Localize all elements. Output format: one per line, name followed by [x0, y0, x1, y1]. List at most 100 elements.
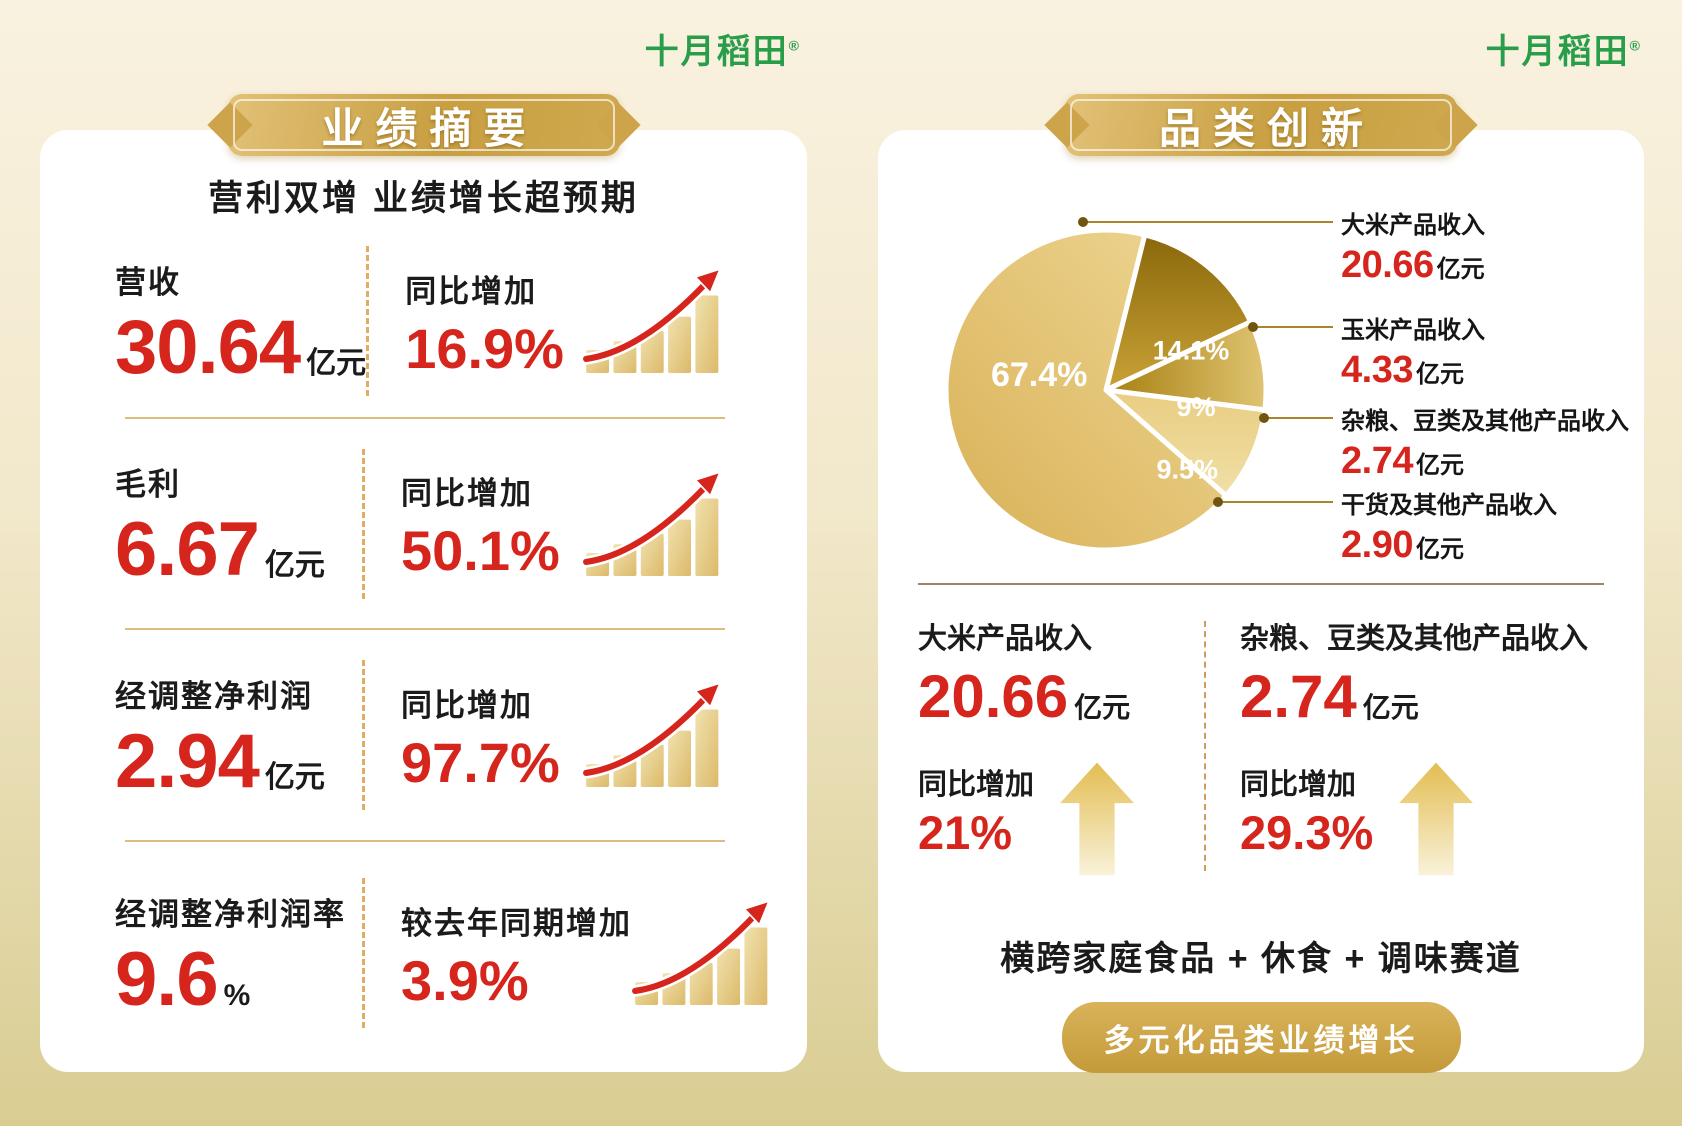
brand-logo: 十月稻田® — [644, 33, 801, 71]
highlight-grains-revenue: 杂粮、豆类及其他产品收入 2.74 亿元 同比增加 29.3% — [1240, 615, 1588, 877]
callout-value: 2.90 — [1341, 524, 1413, 566]
pie-callout-grains-beans: 杂粮、豆类及其他产品收入 2.74 亿元 — [1341, 401, 1651, 483]
highlight-value: 20.66 — [918, 663, 1069, 730]
metric-change-value: 3.9% — [401, 948, 529, 1012]
highlights-row: 大米产品收入 20.66 亿元 同比增加 21% 杂粮、豆类及其他产品 — [918, 615, 1604, 877]
metric-right: 同比增加 97.7% — [362, 660, 725, 810]
metric-change-value: 16.9% — [405, 316, 564, 380]
metric-change-value: 97.7% — [401, 730, 560, 794]
callout-unit: 亿元 — [1436, 256, 1485, 283]
pie-slice-label: 67.4% — [991, 356, 1087, 394]
growth-chart-icon — [583, 471, 722, 576]
metric-change-label: 同比增加 — [401, 476, 533, 511]
leader-line — [1248, 322, 1333, 332]
brand-logo: 十月稻田® — [1485, 33, 1642, 71]
metric-unit: % — [223, 978, 251, 1012]
metric-value: 6.67 — [115, 507, 260, 592]
section-divider — [918, 583, 1604, 585]
metric-change-block: 同比增加 97.7% — [401, 680, 560, 791]
callout-unit: 亿元 — [1415, 452, 1464, 479]
leader-line — [1259, 413, 1333, 423]
metric-unit: 亿元 — [264, 760, 325, 794]
category-card: 品类创新 67.4% 14.1% 9% 9.5% 大米产品收入 20.66 亿元 玉米产… — [878, 94, 1644, 1073]
leader-dot — [1213, 497, 1223, 507]
banner-ornament-left — [206, 102, 253, 148]
leader-line — [1078, 217, 1333, 227]
callout-unit: 亿元 — [1415, 536, 1464, 563]
leader-dot — [1259, 413, 1269, 423]
metric-value-line: 9.6% — [115, 941, 362, 1018]
highlight-value: 2.74 — [1240, 663, 1357, 730]
metric-unit: 亿元 — [264, 549, 325, 582]
banner-title: 业绩摘要 — [321, 104, 538, 152]
metric-left: 经调整净利润 2.94 亿元 — [115, 671, 362, 800]
metric-change-block: 同比增加 50.1% — [401, 468, 560, 579]
performance-subtitle: 营利双增 业绩增长超预期 — [208, 179, 639, 218]
metric-right: 较去年同期增加 3.9% — [362, 878, 774, 1028]
category-footer-text: 横跨家庭食品 + 休食 + 调味赛道 — [1000, 940, 1522, 978]
highlight-rice-revenue: 大米产品收入 20.66 亿元 同比增加 21% — [918, 615, 1186, 877]
callout-value-line: 2.90 亿元 — [1341, 524, 1651, 567]
up-arrow-icon — [1399, 762, 1474, 876]
leader-line — [1213, 497, 1333, 507]
metric-change-block: 同比增加 16.9% — [405, 266, 564, 377]
highlight-value-line: 20.66 亿元 — [918, 667, 1186, 727]
highlight-change-block: 同比增加 29.3% — [1240, 761, 1373, 856]
banner-category-innovation: 品类创新 — [1044, 94, 1478, 156]
pie-slice — [943, 227, 1229, 553]
callout-value-line: 2.74 亿元 — [1341, 440, 1651, 483]
highlight-label: 杂粮、豆类及其他产品收入 — [1240, 623, 1589, 655]
metric-change-block: 较去年同期增加 3.9% — [401, 898, 632, 1009]
metric-left: 营收 30.64 亿元 — [115, 257, 366, 386]
highlights-section: 大米产品收入 20.66 亿元 同比增加 21% 杂粮、豆类及其他产品 — [918, 583, 1604, 1073]
slide-performance-summary: 十月稻田® 业绩摘要 营利双增 业绩增长超预期 营收 30.64 亿元 同比增加 … — [0, 0, 841, 1126]
metric-label: 经调整净利润率 — [115, 896, 346, 932]
pie-callout-dried-goods: 干货及其他产品收入 2.90 亿元 — [1341, 485, 1651, 567]
pie-chart: 67.4% 14.1% 9% 9.5% — [943, 227, 1269, 553]
pie-slice-label: 9% — [1176, 392, 1215, 422]
metric-value-line: 2.94 亿元 — [115, 723, 362, 800]
performance-card: 业绩摘要 营利双增 业绩增长超预期 营收 30.64 亿元 同比增加 16.9% — [40, 94, 807, 1072]
leader-dot — [1078, 217, 1088, 227]
metric-change-label: 同比增加 — [401, 687, 533, 723]
badge-wrap: 多元化品类业绩增长 — [918, 1002, 1604, 1073]
metric-value: 2.94 — [115, 718, 260, 804]
metric-value: 9.6 — [115, 936, 219, 1022]
metric-row-adjusted-net-margin: 经调整净利润率 9.6% 较去年同期增加 3.9% — [40, 842, 807, 1064]
callout-value: 2.74 — [1341, 440, 1413, 482]
metric-value-line: 30.64 亿元 — [115, 309, 367, 386]
highlight-label: 大米产品收入 — [918, 623, 1093, 655]
highlight-change: 同比增加 29.3% — [1240, 761, 1588, 877]
highlight-change-value: 29.3% — [1240, 806, 1374, 859]
growth-chart-icon — [632, 901, 771, 1005]
highlight-change: 同比增加 21% — [918, 761, 1186, 877]
metric-unit: 亿元 — [306, 346, 367, 380]
slide-category-innovation: 十月稻田® 品类创新 67.4% 14.1% 9% 9.5% 大米产品收入 20.66… — [841, 0, 1682, 1126]
highlight-change-block: 同比增加 21% — [918, 761, 1034, 856]
pie-callout-corn: 玉米产品收入 4.33 亿元 — [1341, 310, 1651, 392]
metric-row-gross-profit: 毛利 6.67 亿元 同比增加 50.1% — [40, 419, 807, 628]
metric-label: 毛利 — [115, 467, 181, 502]
metric-change-label: 同比增加 — [405, 273, 538, 309]
highlight-unit: 亿元 — [1074, 692, 1131, 723]
row-divider — [125, 628, 725, 630]
metric-left: 毛利 6.67 亿元 — [115, 459, 362, 588]
callout-value-line: 4.33 亿元 — [1341, 349, 1651, 392]
highlight-divider — [1204, 621, 1206, 871]
banner-ornament-right — [594, 102, 641, 148]
category-badge: 多元化品类业绩增长 — [1061, 1002, 1461, 1073]
metric-value-line: 6.67 亿元 — [115, 512, 362, 588]
pie-slice — [1103, 232, 1254, 393]
pie-callout-rice: 大米产品收入 20.66 亿元 — [1341, 205, 1651, 287]
metrics-list: 营收 30.64 亿元 同比增加 16.9% — [40, 225, 807, 1064]
metric-row-revenue: 营收 30.64 亿元 同比增加 16.9% — [40, 225, 807, 417]
registered-mark: ® — [1629, 37, 1642, 54]
callout-label: 玉米产品收入 — [1341, 317, 1485, 344]
row-divider — [125, 840, 725, 842]
growth-chart-icon — [583, 683, 722, 787]
pie-slice-label: 9.5% — [1157, 454, 1219, 484]
up-arrow-icon — [1060, 762, 1135, 876]
callout-label: 干货及其他产品收入 — [1341, 492, 1557, 519]
registered-mark: ® — [788, 37, 801, 54]
callout-value: 20.66 — [1341, 244, 1434, 286]
